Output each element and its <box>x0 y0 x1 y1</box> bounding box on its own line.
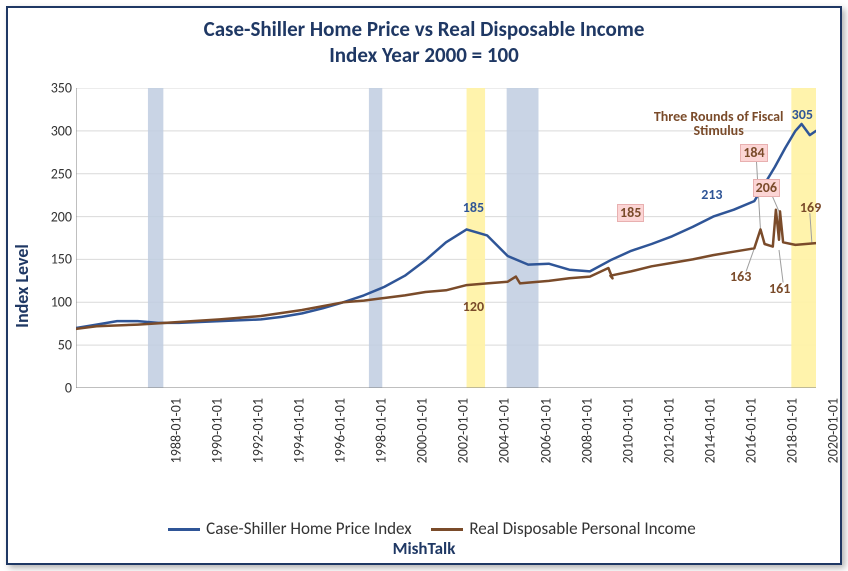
legend-label-0: Case-Shiller Home Price Index <box>206 518 411 539</box>
legend-label-1: Real Disposable Personal Income <box>469 518 695 539</box>
annotation-point-2: 185 <box>617 204 644 222</box>
title-line-2: Index Year 2000 = 100 <box>8 42 840 68</box>
chart-title: Case-Shiller Home Price vs Real Disposab… <box>8 8 840 69</box>
y-tick: 350 <box>51 80 72 97</box>
x-tick: 1988-01-01 <box>167 398 184 463</box>
annotation-point-4: 184 <box>740 144 767 162</box>
x-tick: 2010-01-01 <box>619 398 636 463</box>
x-tick: 1996-01-01 <box>331 398 348 463</box>
x-tick: 2012-01-01 <box>660 398 677 463</box>
x-tick: 2008-01-01 <box>578 398 595 463</box>
source-label: MishTalk <box>8 538 840 559</box>
legend-swatch-1 <box>431 528 463 531</box>
chart-frame: Case-Shiller Home Price vs Real Disposab… <box>6 6 842 565</box>
y-tick: 0 <box>65 380 72 397</box>
legend-swatch-0 <box>168 528 200 531</box>
annotation-point-8: 169 <box>798 200 823 216</box>
x-tick: 2002-01-01 <box>455 398 472 463</box>
y-axis-label: Index Level <box>11 244 33 328</box>
x-tick: 2000-01-01 <box>414 398 431 463</box>
x-tick: 1992-01-01 <box>249 398 266 463</box>
title-line-1: Case-Shiller Home Price vs Real Disposab… <box>8 16 840 42</box>
y-tick: 50 <box>58 337 72 354</box>
annotation-point-0: 185 <box>461 200 486 216</box>
y-tick-labels: 050100150200250300350 <box>38 88 72 388</box>
x-tick: 2004-01-01 <box>496 398 513 463</box>
x-tick-labels: 1988-01-01 1990-01-01 1992-01-01 1994-01-01… <box>76 392 816 492</box>
annotation-stimulus: Three Rounds of FiscalStimulus <box>652 109 786 139</box>
x-tick: 2006-01-01 <box>537 398 554 463</box>
legend: Case-Shiller Home Price Index Real Dispo… <box>8 518 840 539</box>
annotation-point-1: 120 <box>461 299 486 315</box>
x-tick: 2020-01-01 <box>825 398 842 463</box>
annotation-point-6: 163 <box>728 269 753 285</box>
x-tick: 2018-01-01 <box>784 398 801 463</box>
y-tick: 250 <box>51 165 72 182</box>
annotation-point-5: 206 <box>753 179 780 197</box>
x-tick: 1994-01-01 <box>290 398 307 463</box>
y-tick: 200 <box>51 208 72 225</box>
x-tick: 1990-01-01 <box>208 398 225 463</box>
y-tick: 150 <box>51 251 72 268</box>
page-root: Case-Shiller Home Price vs Real Disposab… <box>0 0 848 571</box>
x-tick: 1998-01-01 <box>372 398 389 463</box>
x-tick: 2014-01-01 <box>701 398 718 463</box>
y-tick: 300 <box>51 122 72 139</box>
y-tick: 100 <box>51 294 72 311</box>
annotation-point-3: 213 <box>699 187 724 203</box>
annotation-point-9: 305 <box>790 107 815 123</box>
x-tick: 2016-01-01 <box>742 398 759 463</box>
annotation-point-7: 161 <box>767 281 792 297</box>
